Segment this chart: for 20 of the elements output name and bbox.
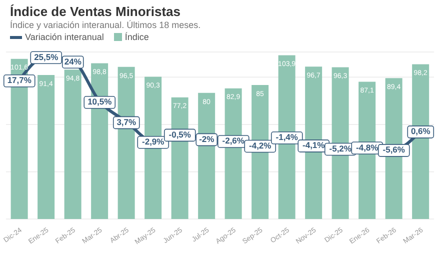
data-label: -4,8%: [356, 142, 379, 152]
data-label: -2,6%: [222, 136, 245, 146]
chart-subtitle: Índice y variación interanual. Últimos 18 meses.: [9, 19, 202, 30]
data-label: 17,7%: [7, 75, 32, 86]
data-label: -5,6%: [382, 144, 406, 155]
legend-label: Variación interanual: [25, 32, 104, 42]
data-label: 3,7%: [116, 116, 137, 127]
legend-label: Índice: [124, 32, 149, 42]
data-label: -4,2%: [249, 140, 272, 150]
data-label: -0,5%: [168, 129, 192, 140]
data-label: -2,9%: [142, 136, 165, 147]
data-label: 10,5%: [88, 96, 112, 107]
data-label: 24%: [64, 56, 82, 66]
data-label: -2%: [199, 134, 215, 144]
data-label: 25,5%: [34, 52, 59, 62]
bar: [38, 74, 55, 219]
data-label: -1,4%: [276, 132, 298, 142]
chart-title: Índice de Ventas Minoristas: [9, 3, 182, 19]
data-label: -4,1%: [302, 140, 326, 150]
data-label: 0,6%: [410, 126, 431, 136]
